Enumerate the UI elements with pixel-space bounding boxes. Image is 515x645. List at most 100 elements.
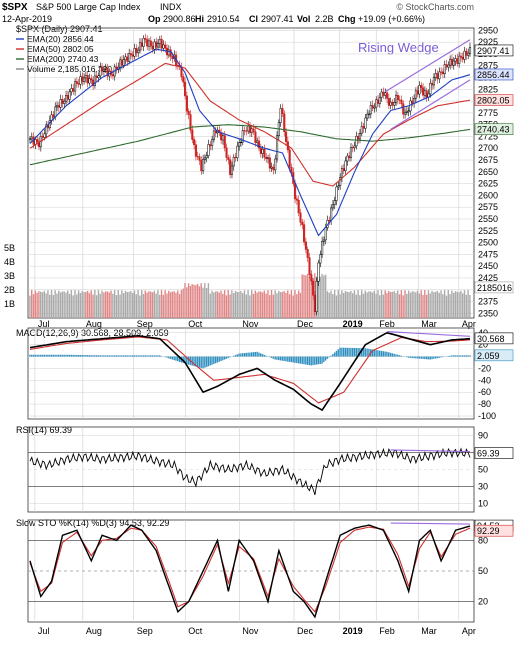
volume-bar [107,291,108,318]
macd-histogram-bar [303,357,304,365]
candle-body [466,51,468,55]
volume-bar [224,290,225,318]
macd-histogram-bar [352,348,353,357]
volume-bar [291,290,292,318]
macd-histogram-bar [287,357,288,362]
macd-histogram-bar [164,357,165,358]
volume-bar [238,292,239,318]
macd-histogram-bar [177,357,178,362]
macd-histogram-bar [202,357,203,369]
candle-body [36,139,38,141]
macd-tick--60: -60 [478,387,491,397]
volume-bar [368,291,369,318]
macd-histogram-bar [91,355,92,356]
volume-bar [307,274,308,318]
volume-bar [381,290,382,318]
candle-body [455,59,457,61]
candle-body [197,156,199,157]
chart-name: S&P 500 Large Cap Index [36,2,141,12]
macd-histogram-bar [415,357,416,359]
volume-bar [219,293,220,318]
volume-bar [294,290,295,318]
volume-bar [336,295,337,318]
volume-bar [298,290,299,318]
candle-body [74,82,76,92]
candle-body [65,95,67,101]
macd-histogram-bar [54,355,55,357]
macd-histogram-bar [469,355,470,356]
macd-tick--20: -20 [478,363,491,373]
macd-histogram-bar [388,352,389,356]
candle-body [127,57,129,62]
macd-histogram-bar [166,357,167,358]
volume-bar [220,291,221,318]
macd-histogram-bar [62,355,63,357]
volume-bar [274,290,275,318]
macd-histogram-bar [94,355,95,356]
x-label-Feb-1: Feb [379,626,395,636]
macd-histogram-bar [249,353,250,357]
candle-body [314,295,316,311]
volume-bar [228,290,229,318]
macd-histogram-bar [356,348,357,357]
price-tick-2575: 2575 [478,202,498,212]
macd-histogram-bar [72,355,73,357]
candle-body [87,75,89,83]
macd-histogram-bar [413,357,414,359]
volume-bar [143,294,144,318]
volume-bar [280,292,281,318]
macd-histogram-bar [154,355,155,356]
candle-body [408,111,410,112]
candle-body [125,57,127,60]
volume-bar [137,290,138,318]
candle-body [182,77,184,83]
candle-body [260,148,262,154]
macd-histogram-bar [217,357,218,363]
volume-bar [132,293,133,318]
volume-bar [390,292,391,318]
macd-histogram-bar [314,357,315,365]
macd-histogram-bar [173,357,174,361]
volume-bar [320,277,321,318]
macd-histogram-bar [110,355,111,356]
macd-histogram-bar [262,354,263,356]
volume-bar [44,291,45,318]
macd-histogram-bar [341,348,342,357]
volume-bar [210,294,211,318]
volume-bar [81,291,82,318]
candle-body [132,55,134,56]
macd-histogram-bar [453,355,454,356]
candle-body [300,213,302,222]
x-label-Feb-0: Feb [379,319,395,329]
candle-body [100,67,102,76]
candle-body [458,56,460,64]
volume-bar [267,290,268,318]
macd-histogram-bar [116,355,117,356]
macd-histogram-bar [197,357,198,367]
x-label-Mar-0: Mar [421,319,437,329]
candle-body [417,91,419,94]
macd-histogram-bar [100,355,101,356]
candle-body [191,130,193,139]
volume-bar [242,293,243,318]
candle-body [370,105,372,114]
candle-body [285,132,287,142]
candle-body [226,148,228,158]
volume-bar [330,290,331,318]
volume-bar [36,293,37,318]
volume-bar [226,295,227,318]
volume-bar [442,294,443,318]
macd-histogram-bar [219,357,220,362]
macd-histogram-bar [343,348,344,357]
candle-body [332,205,334,208]
macd-histogram-bar [460,355,461,356]
volume-bar [164,290,165,318]
volume-bar [339,294,340,318]
candle-body [128,53,130,61]
stoch-tick-50: 50 [478,566,488,576]
macd-histogram-bar [161,356,162,357]
macd-histogram-bar [83,355,84,356]
macd-histogram-bar [121,355,122,356]
price-tick-2475: 2475 [478,249,498,259]
